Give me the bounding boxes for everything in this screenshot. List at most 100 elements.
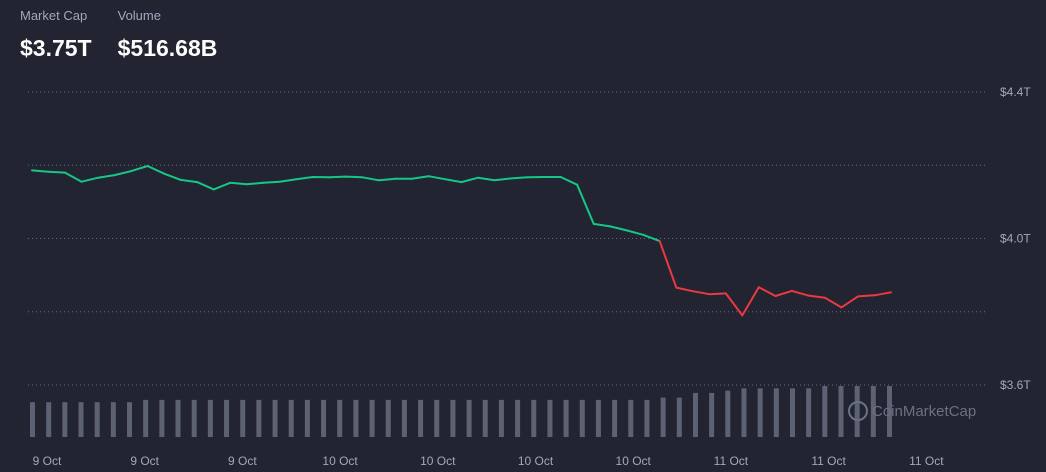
market-cap-stat: Market Cap $3.75T <box>20 8 92 62</box>
volume-bar <box>676 397 682 437</box>
volume-bar <box>887 386 892 437</box>
data-point <box>526 176 529 179</box>
data-point <box>609 225 612 228</box>
volume-bar <box>224 399 230 437</box>
volume-stat: Volume $516.68B <box>118 8 218 62</box>
data-point <box>724 292 727 295</box>
data-point <box>410 177 413 180</box>
volume-bar <box>191 399 197 437</box>
data-point <box>576 183 579 186</box>
data-point <box>130 170 133 173</box>
data-point <box>790 289 793 292</box>
volume-bar <box>337 399 343 437</box>
volume-bar <box>272 399 278 437</box>
x-tick-label: 11 Oct <box>714 454 749 468</box>
volume-bar <box>240 399 246 437</box>
volume-bar <box>288 399 294 437</box>
data-point <box>212 188 215 191</box>
volume-bar <box>547 399 553 437</box>
data-point <box>658 240 661 243</box>
y-axis-ticks: $3.6T $4.0T $4.4T <box>1000 85 1031 392</box>
data-point <box>543 175 546 178</box>
volume-bar <box>692 392 698 437</box>
data-point <box>559 175 562 178</box>
volume-bar <box>434 399 440 437</box>
x-tick-label: 10 Oct <box>616 454 652 468</box>
data-point <box>196 181 199 184</box>
data-point <box>691 290 694 293</box>
data-point <box>47 170 50 173</box>
data-point <box>856 295 859 298</box>
volume-bar <box>660 397 666 437</box>
x-tick-label: 9 Oct <box>228 454 257 468</box>
data-point <box>443 178 446 181</box>
data-point <box>741 314 744 317</box>
volume-bar <box>515 399 521 437</box>
volume-bar <box>644 399 650 437</box>
market-cap-value: $3.75T <box>20 35 92 61</box>
watermark: CoinMarketCap <box>848 401 976 421</box>
data-point <box>163 172 166 175</box>
volume-bars <box>30 386 892 437</box>
data-point <box>328 176 331 179</box>
data-point <box>477 176 480 179</box>
stats-header: Market Cap $3.75T Volume $516.68B <box>20 8 217 62</box>
data-point <box>460 181 463 184</box>
volume-value: $516.68B <box>117 35 218 61</box>
volume-bar <box>110 402 116 437</box>
data-point <box>823 296 826 299</box>
data-point <box>427 175 430 178</box>
volume-bar <box>321 399 327 437</box>
volume-bar <box>709 392 715 437</box>
x-axis-ticks: 9 Oct 9 Oct 9 Oct 10 Oct 10 Oct 10 Oct 10 Oct 1… <box>33 454 945 468</box>
grid-layer <box>28 91 985 386</box>
volume-bar <box>579 399 585 437</box>
data-point <box>80 180 83 183</box>
volume-bar <box>595 399 601 437</box>
volume-bar <box>46 402 52 437</box>
volume-bar <box>78 402 84 437</box>
market-cap-label: Market Cap <box>20 8 88 23</box>
volume-bar <box>62 402 68 437</box>
x-tick-label: 9 Oct <box>130 454 159 468</box>
volume-bar <box>127 402 133 437</box>
volume-bar <box>143 399 149 437</box>
data-point <box>64 171 67 174</box>
data-point <box>295 178 298 181</box>
volume-label: Volume <box>117 8 161 23</box>
data-point <box>625 229 628 232</box>
volume-bar <box>854 386 860 437</box>
watermark-text: CoinMarketCap <box>872 403 976 420</box>
volume-bar <box>30 402 35 437</box>
volume-bar <box>612 399 618 437</box>
x-tick-label: 9 Oct <box>33 454 62 468</box>
volume-bar <box>628 399 634 437</box>
volume-bar <box>385 399 391 437</box>
data-point <box>311 175 314 178</box>
data-point <box>97 176 100 179</box>
volume-bar <box>207 399 213 437</box>
volume-bar <box>757 388 763 437</box>
volume-bar <box>353 399 359 437</box>
data-point <box>113 174 116 177</box>
data-point <box>774 295 777 298</box>
volume-bar <box>466 399 472 437</box>
volume-bar <box>870 386 876 437</box>
data-point <box>31 169 33 172</box>
data-point <box>229 181 232 184</box>
data-point <box>146 164 149 167</box>
data-point <box>708 293 711 296</box>
volume-bar <box>304 399 310 437</box>
x-tick-label: 10 Oct <box>322 454 358 468</box>
y-tick-label: $3.6T <box>1000 378 1031 392</box>
data-point <box>361 176 364 179</box>
data-point <box>245 183 248 186</box>
data-point <box>394 177 397 180</box>
data-point <box>757 286 760 289</box>
volume-bar <box>725 390 731 437</box>
data-point <box>510 177 513 180</box>
volume-bar <box>401 399 407 437</box>
data-point <box>675 286 678 289</box>
volume-bar <box>159 399 165 437</box>
